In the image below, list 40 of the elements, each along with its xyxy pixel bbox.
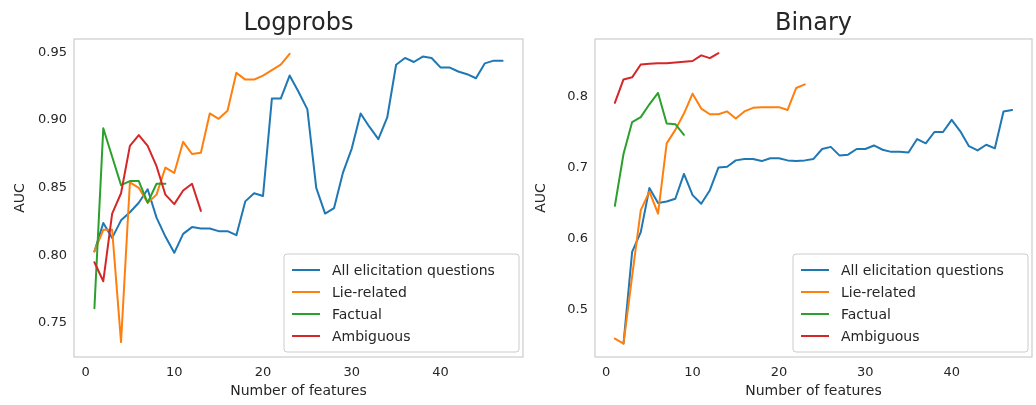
legend-label: Ambiguous bbox=[332, 327, 411, 344]
line-series bbox=[93, 127, 167, 310]
y-tick-label: 0.90 bbox=[38, 111, 67, 127]
legend-label: Factual bbox=[841, 305, 891, 322]
x-tick-label: 10 bbox=[684, 364, 701, 379]
line-series bbox=[93, 134, 202, 283]
legend-label: Lie-related bbox=[332, 283, 407, 300]
y-axis-title: AUC bbox=[11, 182, 27, 213]
legend-label: Lie-related bbox=[841, 283, 916, 300]
line-series bbox=[613, 52, 720, 104]
x-tick-label: 0 bbox=[602, 364, 611, 379]
line-series bbox=[613, 83, 806, 345]
y-tick-label: 0.85 bbox=[38, 179, 67, 195]
x-tick-label: 40 bbox=[943, 364, 960, 379]
y-tick-label: 0.80 bbox=[38, 246, 67, 262]
legend-label: All elicitation questions bbox=[332, 261, 495, 278]
x-axis-title: Number of features bbox=[230, 382, 367, 398]
x-tick-label: 0 bbox=[81, 364, 90, 379]
x-tick-label: 10 bbox=[166, 364, 183, 379]
y-axis-title: AUC bbox=[532, 182, 548, 213]
y-tick-label: 0.6 bbox=[567, 229, 588, 245]
y-tick-label: 0.5 bbox=[567, 300, 588, 316]
legend-label: Ambiguous bbox=[841, 327, 920, 344]
x-axis-title: Number of features bbox=[745, 382, 882, 398]
y-tick-label: 0.8 bbox=[567, 87, 588, 103]
x-tick-label: 20 bbox=[254, 364, 272, 379]
x-tick-label: 30 bbox=[857, 364, 874, 379]
y-tick-label: 0.95 bbox=[38, 43, 67, 59]
x-tick-label: 30 bbox=[343, 364, 361, 379]
y-tick-label: 0.7 bbox=[567, 158, 588, 174]
x-tick-label: 40 bbox=[432, 364, 449, 379]
chart-title: Binary bbox=[774, 8, 853, 36]
legend-label: Factual bbox=[332, 305, 382, 322]
y-tick-label: 0.75 bbox=[38, 314, 67, 330]
line-series bbox=[613, 91, 685, 207]
line-series bbox=[93, 55, 504, 254]
legend-label: All elicitation questions bbox=[841, 261, 1004, 278]
x-tick-label: 20 bbox=[770, 364, 788, 379]
line-series bbox=[93, 52, 291, 344]
chart-title: Logprobs bbox=[243, 8, 354, 36]
